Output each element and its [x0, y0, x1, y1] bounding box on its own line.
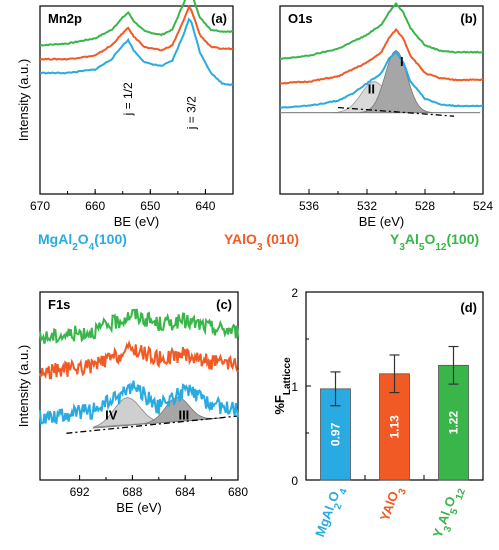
- panel-d-label: (d): [460, 300, 477, 315]
- panel-a-xtick-label: 650: [140, 199, 160, 213]
- panel-b-xtick-label: 524: [473, 199, 493, 213]
- panel-a-xtick-label: 640: [195, 199, 215, 213]
- panel-c-baseline: [66, 415, 239, 434]
- panel-d-ytick-label: 1: [291, 380, 298, 394]
- panel-c-xtick-label: 684: [175, 485, 195, 499]
- panel-a-xtick-label: 660: [85, 199, 105, 213]
- panel-c-annotation: III: [178, 407, 189, 422]
- panel-c-ylabel: Intensity (a.u.): [16, 345, 31, 427]
- panel-b-xtick-label: 528: [415, 199, 435, 213]
- panel-c-annotation: IV: [105, 407, 118, 422]
- panel-b-series-line: [280, 1, 484, 60]
- panel-a-xtick-label: 670: [30, 199, 50, 213]
- panel-c-title: F1s: [48, 297, 70, 312]
- panel-d-value-label: 1.13: [388, 415, 402, 439]
- panel-b-frame: [279, 5, 484, 195]
- panel-b-xtick-label: 532: [357, 199, 377, 213]
- panel-b-title: O1s: [288, 11, 313, 26]
- panel-b-series-line: [279, 50, 484, 109]
- legend-entry: Y3Al5O12(100): [390, 231, 479, 253]
- legend-entry: MgAl2O4(100): [38, 231, 127, 253]
- panel-b-series-line: [279, 27, 484, 85]
- panel-d-ytick-label: 0: [291, 474, 298, 488]
- panel-b-xlabel: BE (eV): [359, 214, 405, 229]
- panel-a-frame: [39, 5, 234, 195]
- panel-a-series-line: [39, 5, 234, 61]
- panel-b-annotation: II: [368, 82, 375, 97]
- panel-c-frame: [39, 291, 239, 481]
- panel-a-series-line: [39, 0, 234, 47]
- panel-a-title: Mn2p: [48, 11, 82, 26]
- panel-c-xtick-label: 688: [122, 485, 142, 499]
- panel-d-ytick-label: 2: [291, 286, 298, 300]
- panel-b-baseline: [337, 106, 455, 117]
- panel-b-xtick-label: 536: [299, 199, 319, 213]
- panel-c-series-line: [39, 380, 239, 425]
- panel-b-annotation: I: [400, 54, 404, 69]
- panel-c-xtick-label: 692: [70, 485, 90, 499]
- panel-a-series-line: [39, 17, 234, 87]
- legend-entry: YAlO3 (010): [224, 231, 299, 253]
- panel-d-category-label: Y3Al5O12: [430, 483, 468, 541]
- panel-a-xlabel: BE (eV): [114, 214, 160, 229]
- panel-d-category-label: YAlO3: [377, 483, 409, 524]
- panel-a-annotation: j = 3/2: [185, 96, 199, 130]
- panel-c-component-iii: [92, 396, 224, 429]
- panel-d-ylabel: %FLatticce: [272, 357, 293, 415]
- panel-c-xlabel: BE (eV): [116, 500, 162, 515]
- panel-d-value-label: 1.22: [447, 411, 461, 435]
- panel-a-ylabel: Intensity (a.u.): [16, 59, 31, 141]
- panel-a-annotation: j = 1/2: [121, 82, 135, 116]
- panel-b-label: (b): [460, 11, 477, 26]
- panel-d-category-label: MgAl2O4: [312, 483, 350, 540]
- panel-c-series-line: [39, 339, 239, 380]
- panel-d-value-label: 0.97: [329, 422, 343, 446]
- panel-c-series-line: [39, 308, 239, 344]
- panel-b-component-i: [280, 49, 481, 114]
- panel-a-label: (a): [211, 11, 227, 26]
- panel-c-label: (c): [216, 297, 232, 312]
- panel-c-xtick-label: 680: [228, 485, 248, 499]
